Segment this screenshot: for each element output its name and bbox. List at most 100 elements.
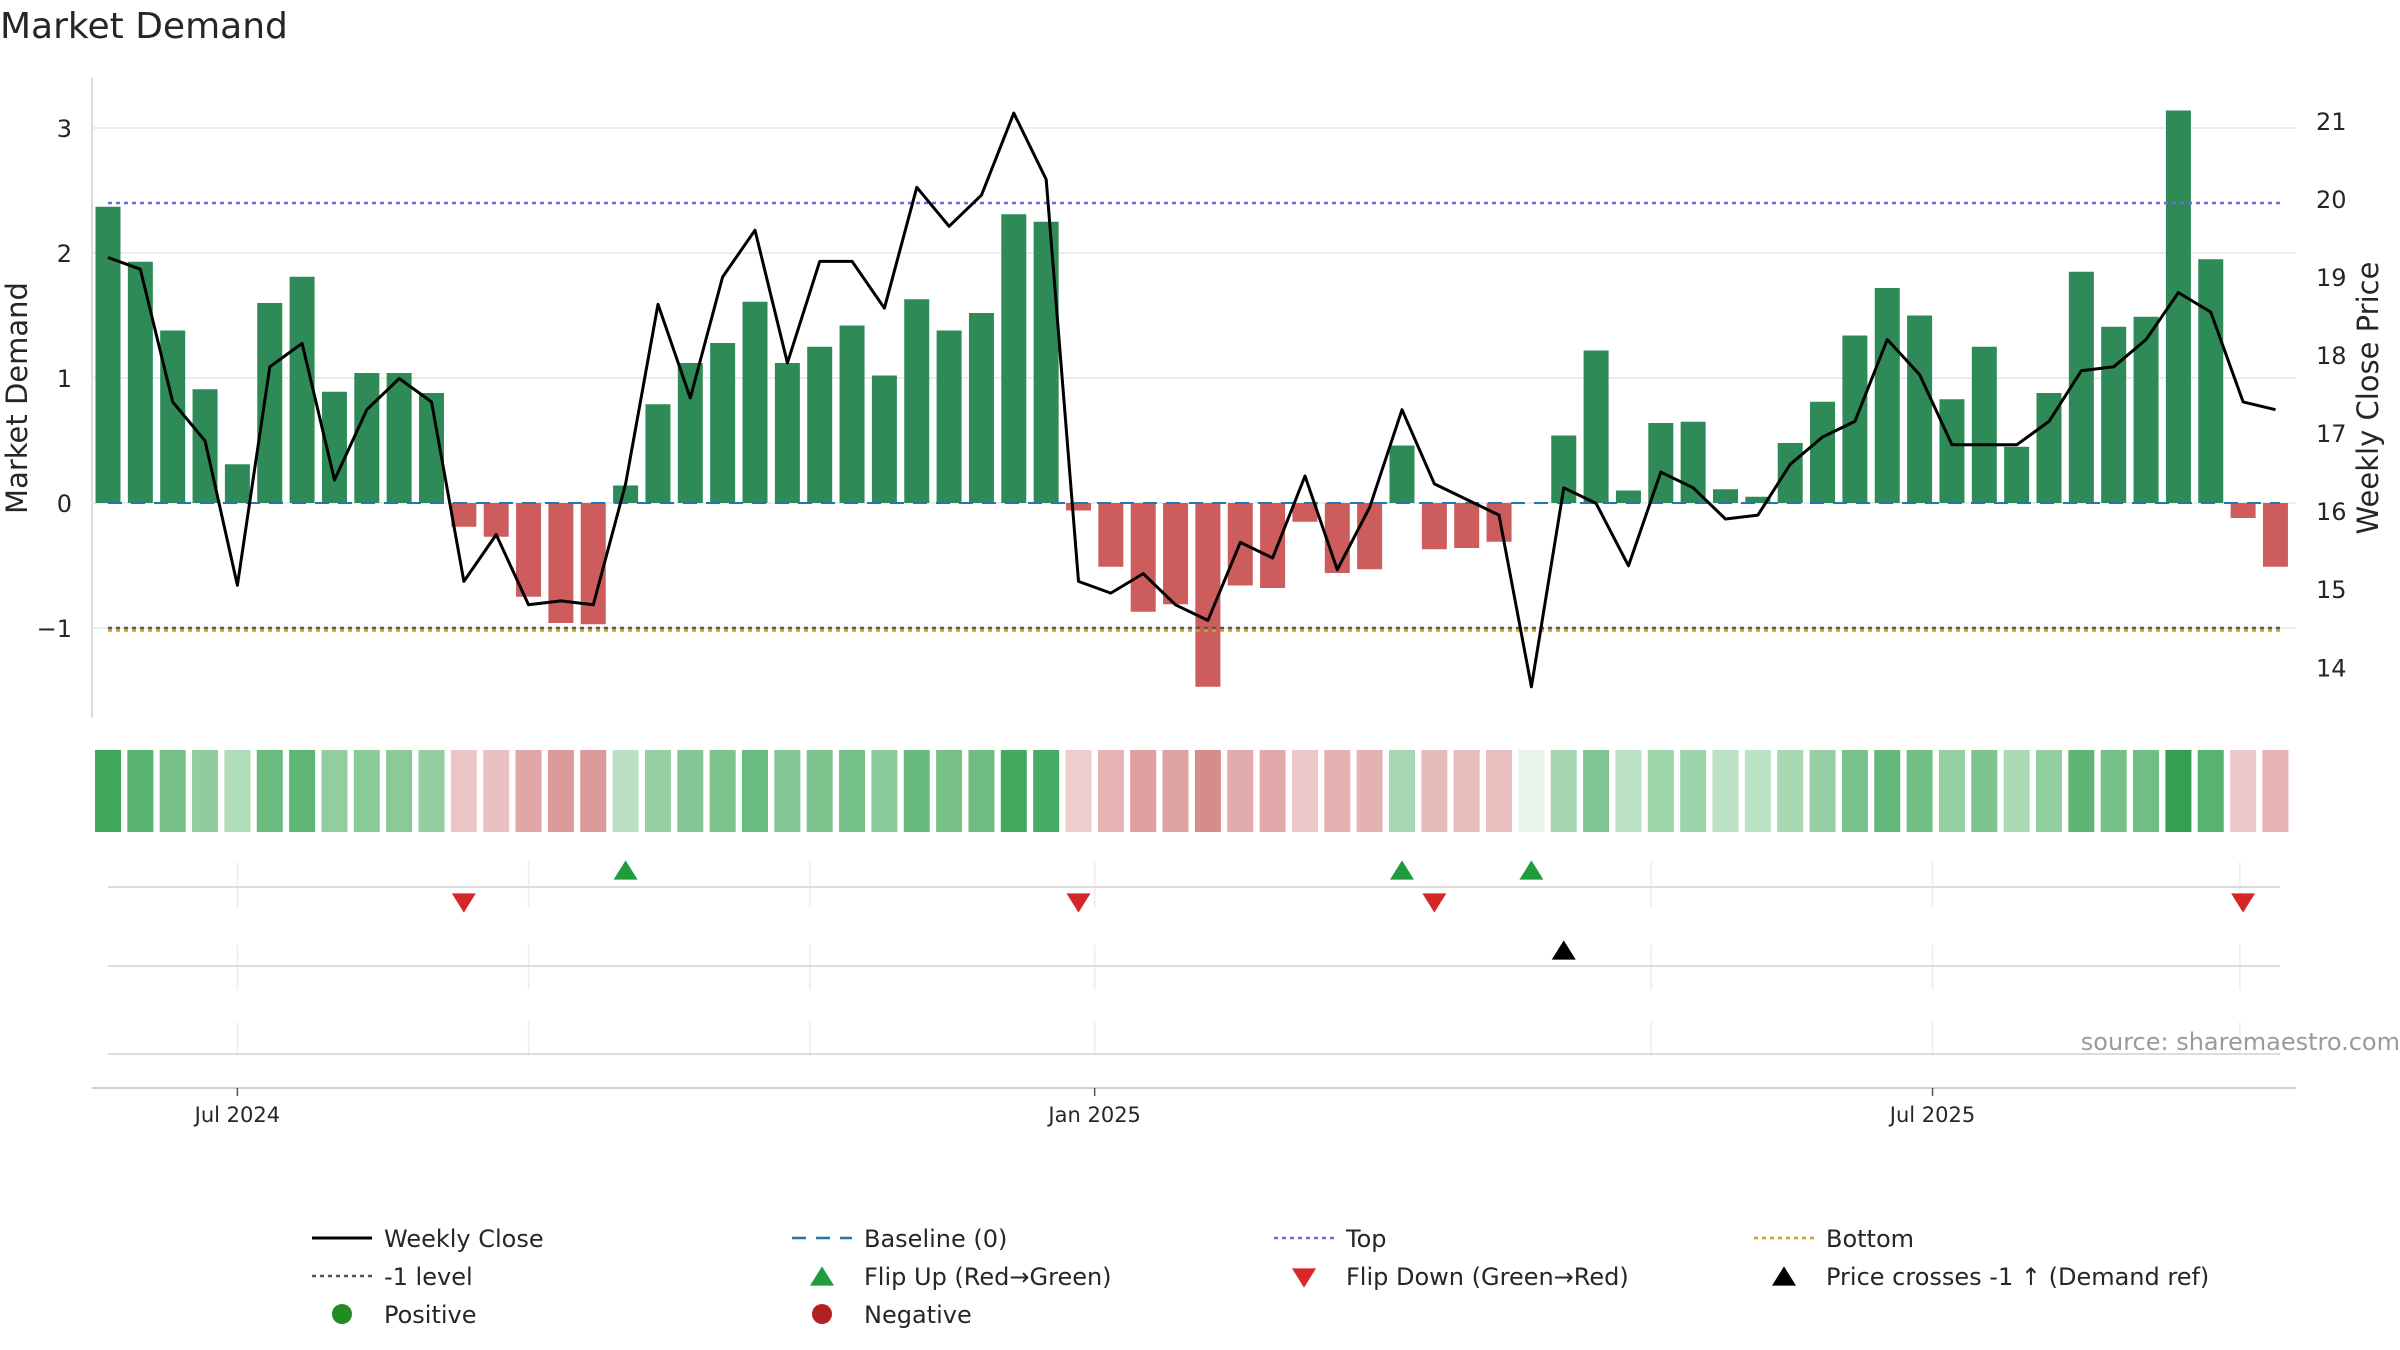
negative-demand-bar — [1098, 503, 1124, 567]
heatmap-cell — [2197, 750, 2224, 832]
heatmap-cell — [1906, 750, 1933, 832]
negative-demand-bar — [1324, 503, 1350, 573]
heatmap-cell — [1615, 750, 1642, 832]
heatmap-cell — [127, 750, 154, 832]
heatmap-cell — [677, 750, 704, 832]
heatmap-cell — [1356, 750, 1383, 832]
right-tick-label: 19 — [2316, 264, 2347, 292]
positive-demand-bar — [289, 276, 315, 503]
legend-dot-swatch — [332, 1304, 352, 1324]
legend-label: -1 level — [384, 1263, 473, 1291]
heatmap-cell — [742, 750, 768, 832]
negative-demand-bar — [1421, 503, 1447, 550]
heatmap-cell — [1874, 750, 1901, 832]
negative-demand-bar — [1292, 503, 1318, 522]
heatmap-cell — [95, 750, 121, 832]
positive-demand-bar — [2101, 326, 2127, 503]
heatmap-cell — [1486, 750, 1513, 832]
legend-triangle-down-swatch — [1292, 1268, 1316, 1288]
positive-demand-bar — [1583, 350, 1609, 503]
right-tick-label: 20 — [2316, 186, 2347, 214]
positive-demand-bar — [2133, 316, 2159, 503]
heatmap-cell — [2262, 750, 2289, 832]
positive-demand-bar — [1745, 496, 1771, 503]
positive-demand-bar — [2036, 393, 2062, 503]
negative-demand-bar — [1163, 503, 1189, 605]
positive-demand-bar — [127, 261, 153, 503]
legend-label: Flip Up (Red→Green) — [864, 1263, 1112, 1291]
negative-demand-bar — [483, 503, 509, 537]
positive-demand-bar — [1810, 401, 1836, 503]
negative-demand-bar — [1066, 503, 1091, 511]
heatmap-cell — [289, 750, 316, 832]
heatmap-cell — [192, 750, 219, 832]
heatmap-cell — [515, 750, 542, 832]
positive-demand-bar — [1389, 445, 1415, 503]
heatmap-cell — [839, 750, 866, 832]
positive-demand-bar — [774, 363, 800, 503]
heatmap-cell — [2036, 750, 2062, 832]
positive-demand-bar — [1615, 490, 1641, 503]
positive-demand-bar — [1001, 214, 1027, 503]
legend-label: Negative — [864, 1301, 972, 1329]
positive-demand-bar — [936, 330, 962, 503]
heatmap-cell — [1583, 750, 1610, 832]
negative-demand-bar — [1357, 503, 1383, 570]
heatmap-cell — [1712, 750, 1739, 832]
legend-label: Weekly Close — [384, 1225, 544, 1253]
positive-demand-bar — [2004, 446, 2030, 503]
heatmap-cell — [224, 750, 251, 832]
heatmap-cell — [968, 750, 995, 832]
positive-demand-bar — [1033, 221, 1059, 503]
heatmap-cell — [580, 750, 607, 832]
heatmap-cell — [1389, 750, 1415, 832]
positive-demand-bar — [968, 313, 994, 503]
x-tick-label: Jul 2025 — [1888, 1103, 1975, 1127]
right-tick-label: 18 — [2316, 342, 2347, 370]
heatmap-cell — [2068, 750, 2095, 832]
heatmap-cell — [386, 750, 413, 832]
heatmap-cell — [1680, 750, 1707, 832]
positive-demand-bar — [742, 301, 768, 503]
heatmap-cell — [1000, 750, 1027, 832]
heatmap-cell — [644, 750, 671, 832]
heatmap-cell — [1259, 750, 1286, 832]
heatmap-cell — [1841, 750, 1868, 832]
heatmap-cell — [2100, 750, 2127, 832]
heatmap-cell — [2133, 750, 2160, 832]
legend-triangle-up-swatch — [810, 1266, 834, 1286]
positive-demand-bar — [839, 325, 865, 503]
legend-label: Baseline (0) — [864, 1225, 1007, 1253]
left-tick-label: 3 — [57, 115, 72, 143]
heatmap-cell — [1130, 750, 1157, 832]
positive-demand-bar — [2198, 259, 2224, 503]
heatmap-cell — [1809, 750, 1836, 832]
right-tick-label: 14 — [2316, 654, 2347, 682]
positive-demand-bar — [904, 299, 930, 503]
heatmap-cell — [1647, 750, 1674, 832]
legend-label: Price crosses -1 ↑ (Demand ref) — [1826, 1263, 2209, 1291]
heatmap-cell — [1097, 750, 1124, 832]
positive-demand-bar — [2068, 271, 2094, 503]
heatmap-cell — [903, 750, 930, 832]
heatmap-cell — [936, 750, 963, 832]
heatmap-cell — [547, 750, 574, 832]
heatmap-cell — [1518, 750, 1545, 832]
flip-down-marker — [1422, 893, 1447, 913]
x-tick-label: Jul 2024 — [193, 1103, 280, 1127]
legend-label: Positive — [384, 1301, 477, 1329]
heatmap-cell — [1162, 750, 1189, 832]
positive-demand-bar — [1971, 346, 1997, 503]
x-tick-label: Jan 2025 — [1046, 1103, 1141, 1127]
legend-label: Bottom — [1826, 1225, 1914, 1253]
negative-demand-bar — [548, 503, 574, 623]
price-cross-marker — [1551, 940, 1576, 960]
heatmap-cell — [709, 750, 736, 832]
flip-up-marker — [1519, 860, 1544, 880]
heatmap-cell — [1324, 750, 1351, 832]
heatmap-cell — [1938, 750, 1965, 832]
heatmap-cell — [418, 750, 445, 832]
heatmap-cell — [1453, 750, 1480, 832]
positive-demand-bar — [1777, 443, 1803, 503]
